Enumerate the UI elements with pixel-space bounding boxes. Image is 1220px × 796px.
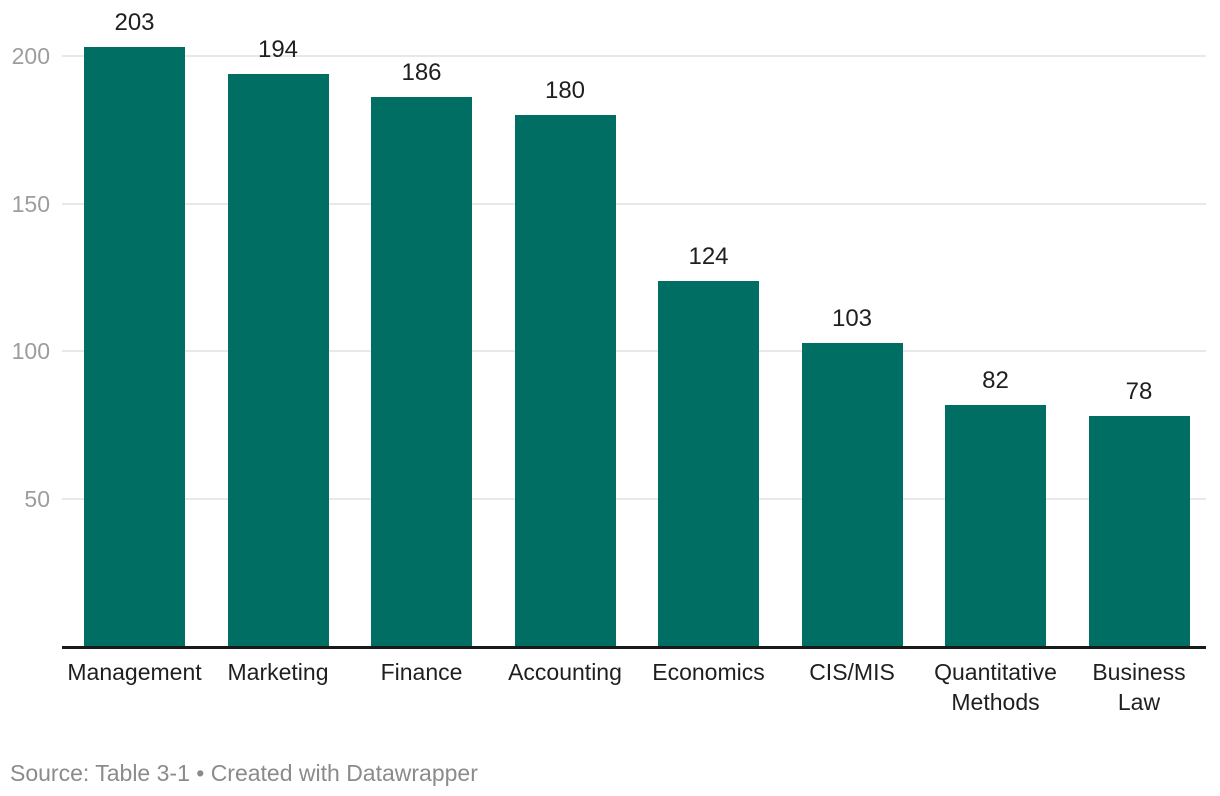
x-tick-label: Quantitative Methods: [934, 659, 1057, 715]
bar-management: [84, 46, 185, 647]
bar-economics: [658, 280, 759, 647]
x-tick-label: Accounting: [508, 659, 622, 685]
y-tick-label: 200: [11, 42, 50, 69]
x-axis-line: [62, 646, 1206, 649]
x-tick-label: Economics: [652, 659, 765, 685]
value-label: 186: [401, 59, 442, 87]
bar-marketing: [227, 73, 329, 647]
source-note: Source: Table 3-1 • Created with Datawra…: [10, 760, 478, 786]
gridline: [62, 202, 1206, 205]
value-label: 78: [1125, 378, 1153, 406]
y-tick-label: 50: [24, 486, 50, 513]
value-label: 194: [257, 35, 299, 63]
y-tick-label: 100: [11, 338, 50, 365]
y-tick-label: 150: [11, 190, 50, 217]
gridline: [62, 498, 1206, 501]
gridline: [62, 54, 1206, 57]
bar-finance: [371, 97, 472, 647]
value-label: 124: [688, 242, 729, 270]
bar-accounting: [514, 114, 616, 647]
bar-business-law: [1088, 416, 1190, 647]
value-label: 103: [831, 304, 873, 332]
bar-quantitative-methods: [945, 404, 1046, 647]
x-tick-label: Marketing: [227, 659, 329, 685]
x-tick-label: CIS/MIS: [809, 659, 895, 685]
value-label: 180: [544, 76, 586, 104]
value-label: 203: [114, 8, 155, 36]
x-tick-label: Management: [67, 659, 202, 685]
value-label: 82: [982, 366, 1009, 394]
x-tick-label: Business Law: [1092, 659, 1186, 715]
gridline: [62, 350, 1206, 353]
bar-cis-mis: [801, 342, 903, 647]
x-tick-label: Finance: [380, 659, 463, 685]
